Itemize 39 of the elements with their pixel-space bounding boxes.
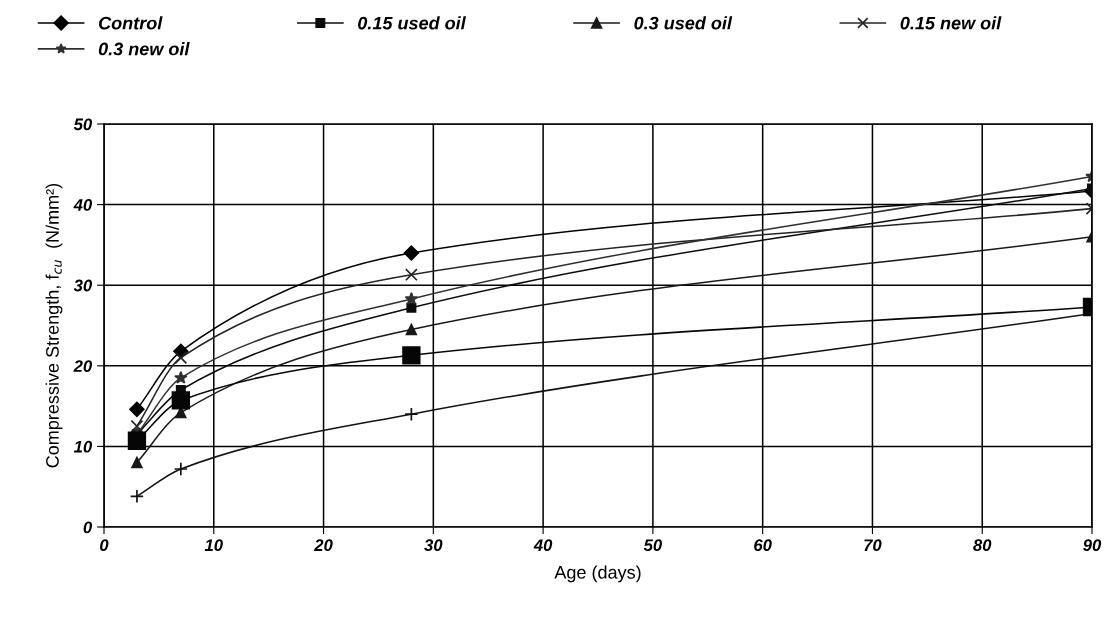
x-tick-label: 50	[643, 539, 662, 552]
x-tick-label: 40	[533, 539, 553, 552]
legend-label: 0.15 used oil	[358, 16, 467, 30]
x-tick-label: 30	[424, 539, 443, 552]
point	[174, 370, 188, 384]
point	[404, 291, 419, 305]
x-tick-label: 80	[973, 539, 992, 552]
point	[403, 245, 420, 261]
point	[130, 419, 144, 433]
point	[131, 456, 143, 469]
point	[402, 346, 421, 365]
x-tick-label: 10	[204, 539, 223, 552]
legend-label: 0.15 new oil	[900, 16, 1002, 30]
point	[171, 391, 191, 410]
point	[406, 302, 417, 313]
point	[129, 401, 145, 418]
y-tick-label: 50	[73, 118, 93, 131]
point	[404, 407, 419, 422]
x-tick-label: 60	[754, 539, 772, 552]
y-tick-label: 40	[73, 199, 93, 211]
point	[129, 489, 145, 504]
y-tick-label: 0	[83, 521, 93, 534]
x-tick-label: 20	[314, 539, 333, 552]
point	[173, 461, 188, 477]
point	[404, 268, 418, 282]
y-axis-title: Compressive Strength, f$_{cu}$ (N/mm²)	[45, 183, 63, 468]
x-tick-label: 70	[864, 539, 882, 552]
x-tick-label: 90	[1083, 539, 1102, 552]
x-axis-title: Age (days)	[554, 565, 641, 583]
y-tick-label: 10	[73, 440, 93, 453]
point	[405, 323, 418, 336]
legend-label: 0.3 used oil	[634, 16, 733, 30]
point	[174, 351, 188, 365]
x-tick-label: 0	[100, 539, 109, 552]
legend-label: Control	[99, 16, 163, 30]
y-tick-label: 20	[73, 360, 93, 372]
y-tick-label: 30	[73, 279, 93, 292]
point	[127, 431, 147, 450]
legend-label: 0.3 new oil	[98, 42, 190, 56]
